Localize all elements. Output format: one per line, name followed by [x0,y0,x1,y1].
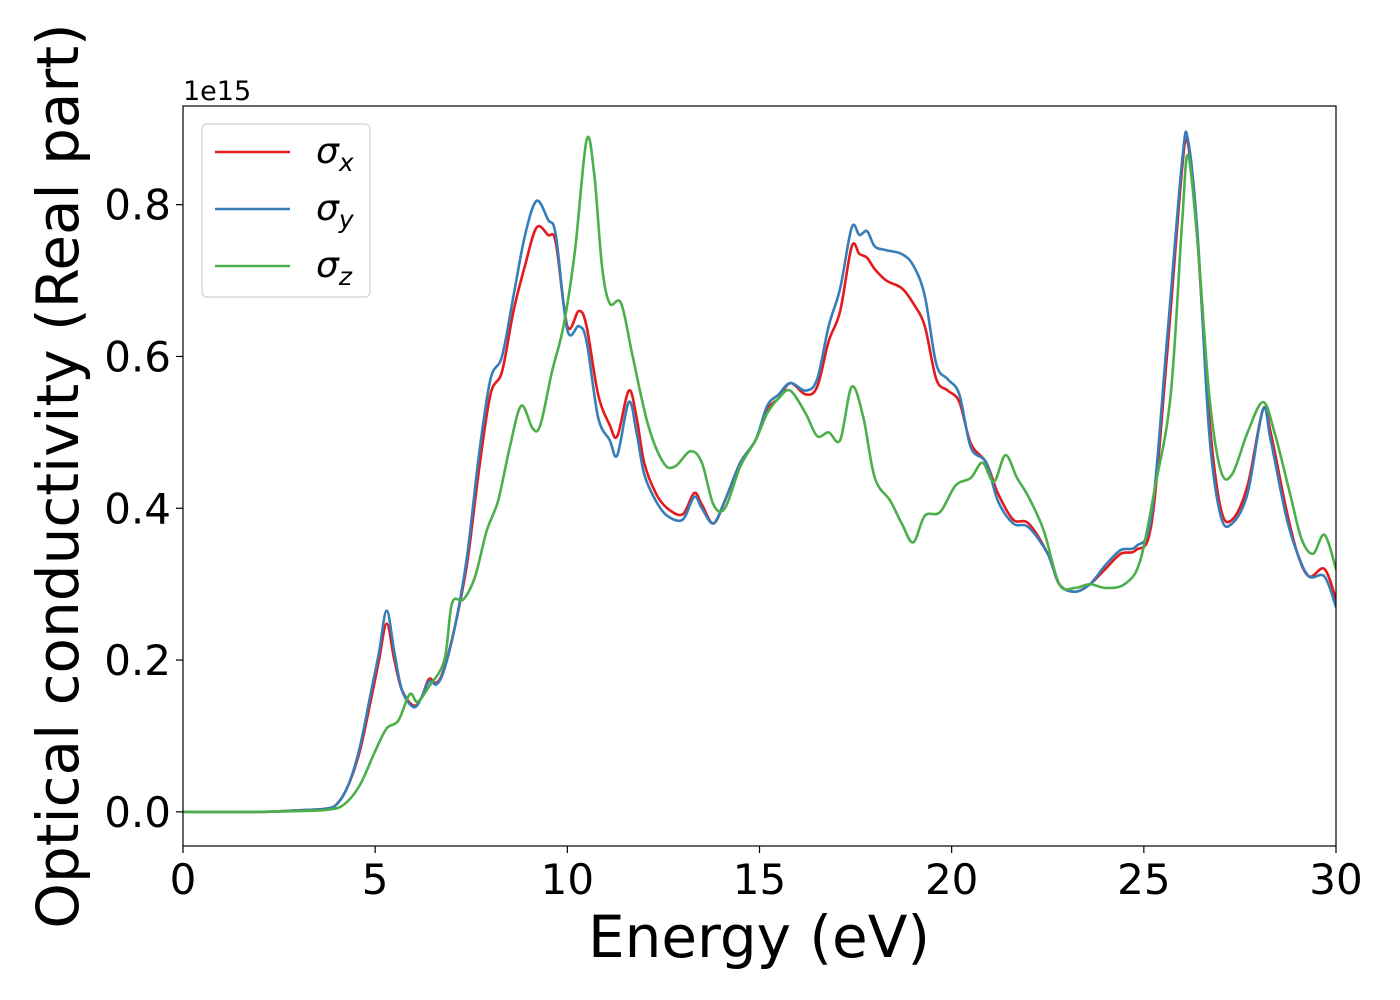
y-axis-ticks: 0.0 0.2 0.4 0.6 0.8 [104,181,183,837]
y-tick-label: 0.4 [104,484,171,533]
y-offset-label: 1e15 [183,76,251,107]
legend-label-sigma-z: σz [316,245,353,291]
x-tick-label: 5 [362,855,389,904]
x-tick-label: 20 [925,855,978,904]
legend-label-sigma-x: σx [316,131,354,177]
x-tick-label: 15 [733,855,786,904]
legend-label-sigma-y: σy [316,188,355,234]
plot-frame [182,105,1337,847]
y-axis-label: Optical conductivity (Real part) [24,23,92,928]
series-line-sigma-y [183,130,1336,814]
x-tick-label: 10 [541,855,594,904]
y-tick-label: 0.6 [104,332,171,381]
plot-area [183,106,1336,846]
y-tick-label: 0.2 [104,636,171,685]
x-axis-label: Energy (eV) [588,903,930,971]
y-tick-label: 0.0 [104,788,171,837]
x-tick-label: 25 [1117,855,1170,904]
series-line-sigma-z [183,135,1336,814]
series-layer [183,130,1336,814]
x-tick-label: 30 [1309,855,1362,904]
legend-box [201,123,371,298]
y-tick-label: 0.8 [104,181,171,230]
x-tick-label: 0 [170,855,197,904]
legend: σx σy σz [201,123,371,298]
x-axis-ticks: 0 5 10 15 20 25 30 [170,846,1363,904]
